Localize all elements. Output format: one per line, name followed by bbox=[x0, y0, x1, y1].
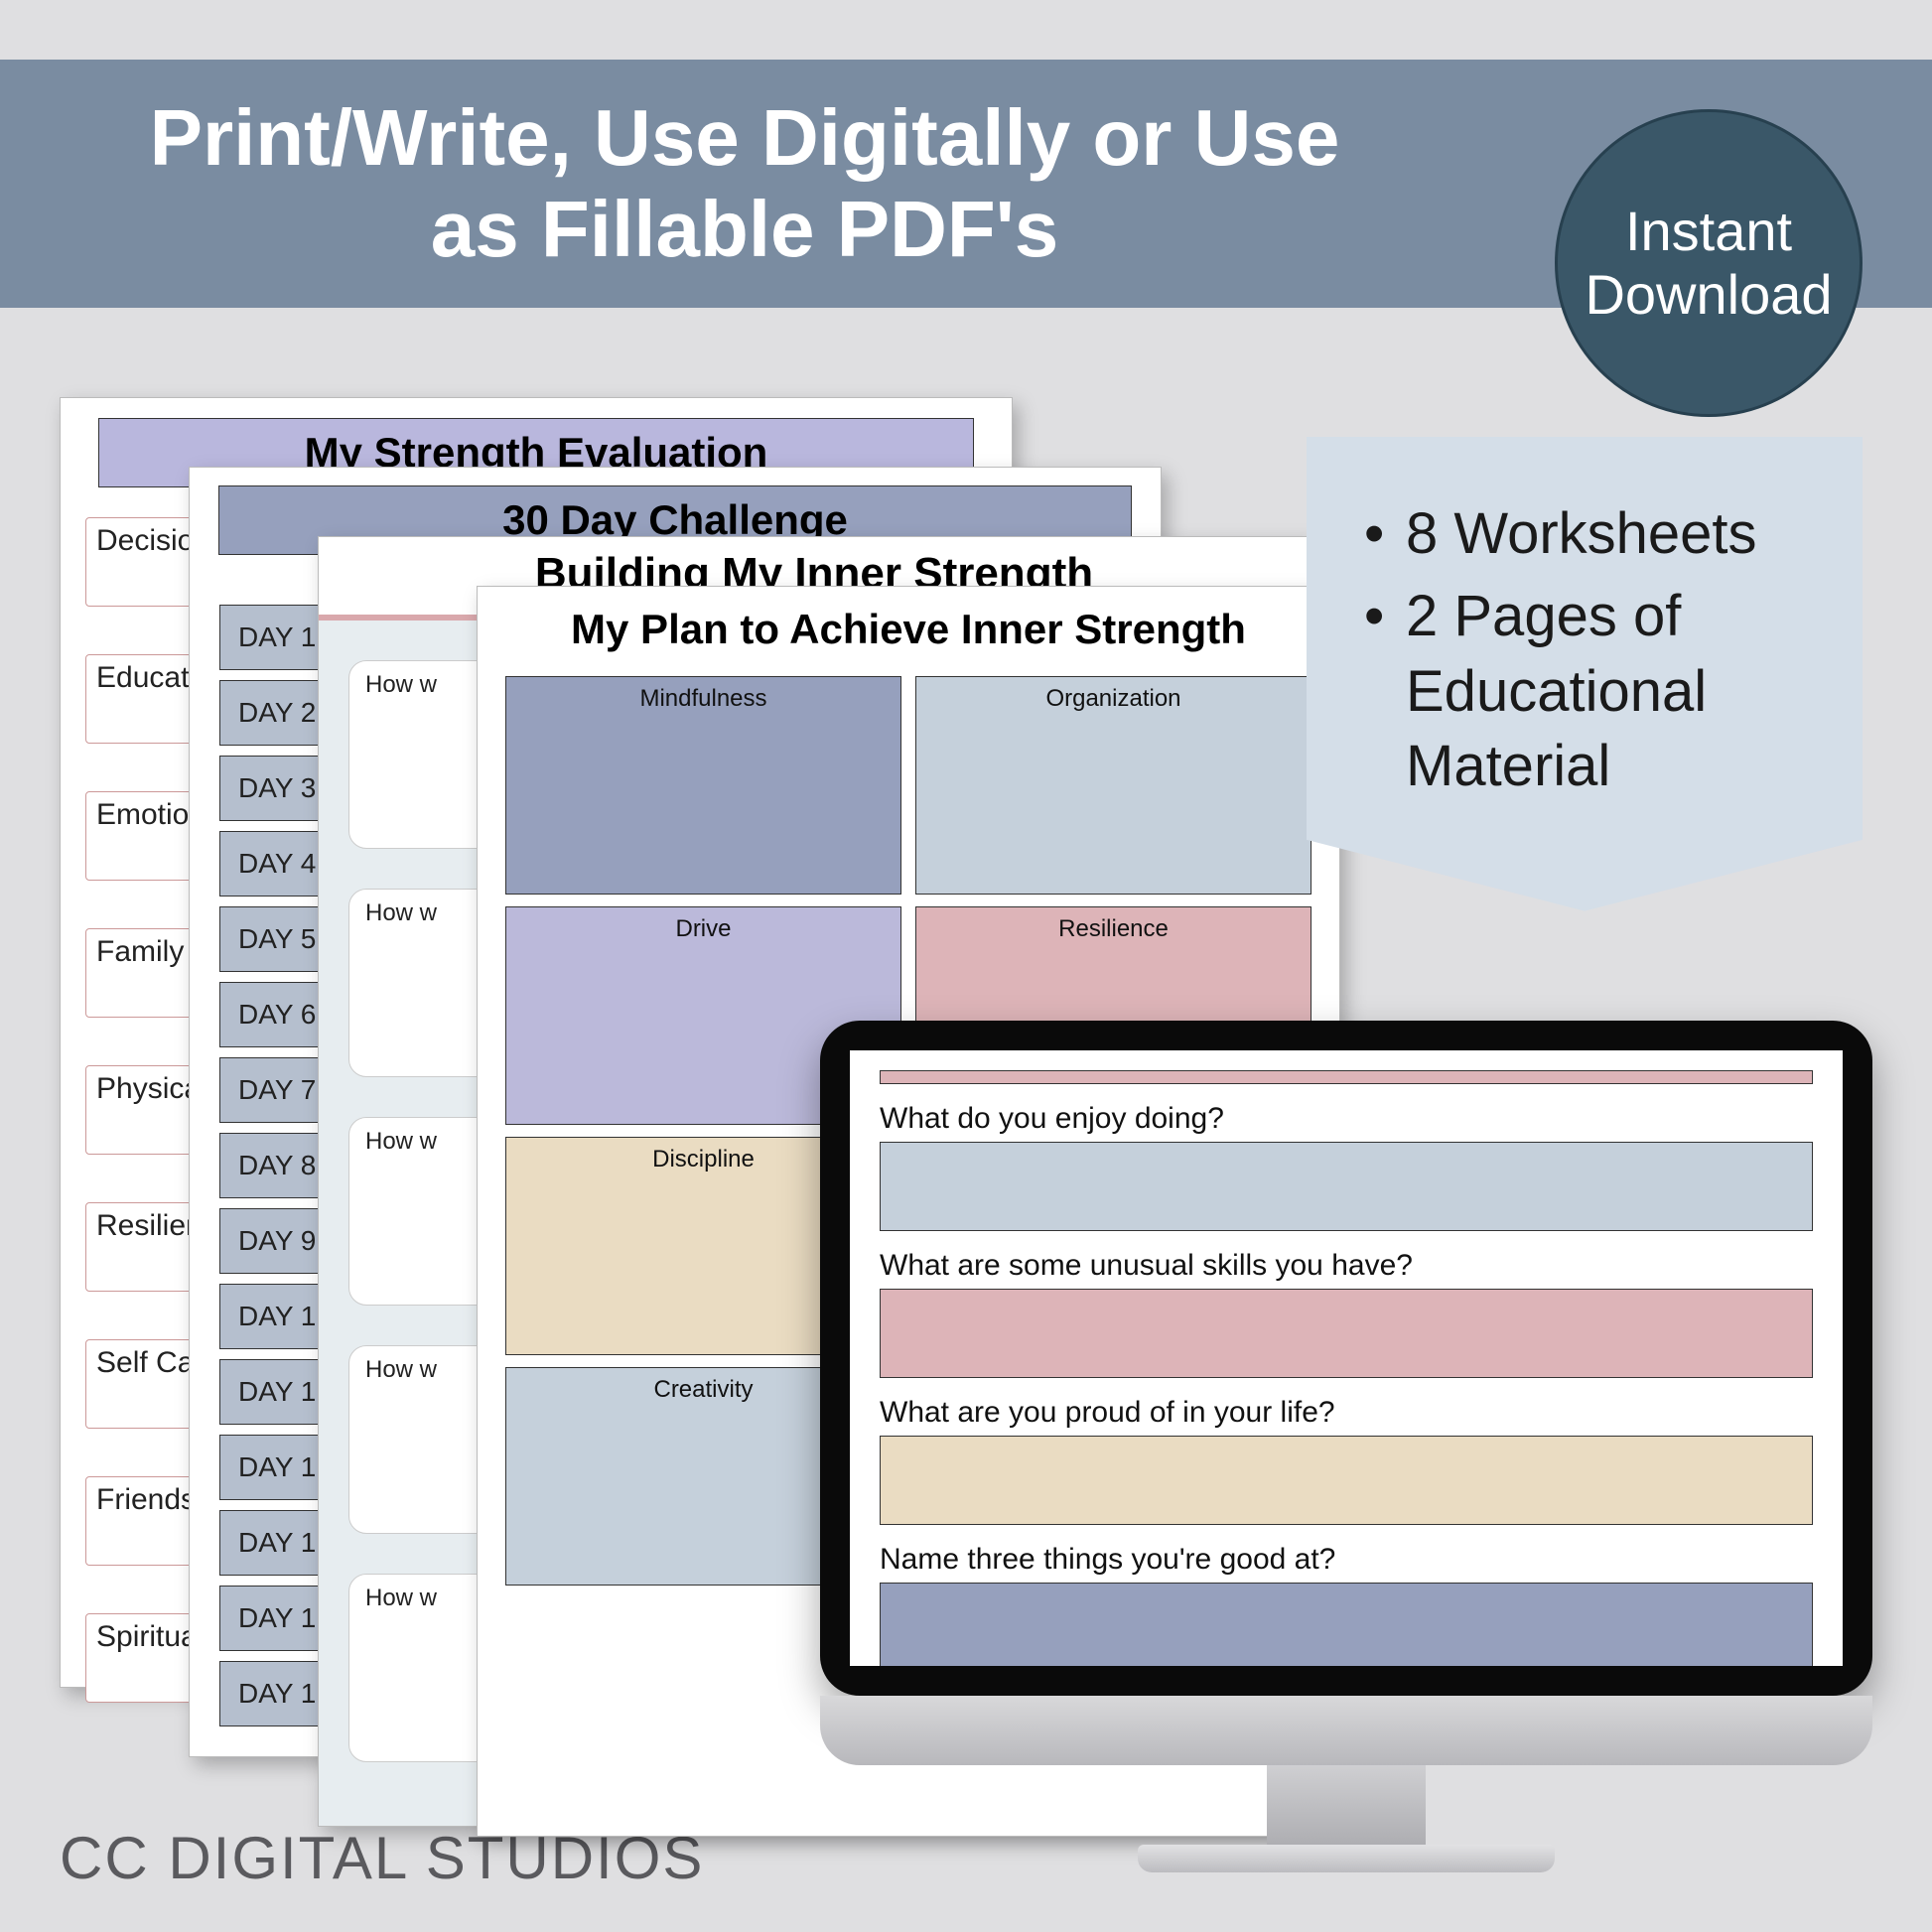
question-label: Name three things you're good at? bbox=[880, 1543, 1813, 1577]
features-callout: 8 Worksheets 2 Pages of Educational Mate… bbox=[1307, 437, 1863, 911]
plan-cell: Organization bbox=[915, 676, 1311, 895]
question-block: Name three things you're good at? bbox=[880, 1543, 1813, 1666]
badge-text: Instant Download bbox=[1558, 200, 1860, 328]
monitor-stand-neck bbox=[1267, 1765, 1426, 1845]
monitor-screen: What do you enjoy doing? What are some un… bbox=[850, 1050, 1843, 1666]
answer-box bbox=[880, 1583, 1813, 1666]
question-label: What do you enjoy doing? bbox=[880, 1102, 1813, 1136]
instant-download-badge: Instant Download bbox=[1555, 109, 1863, 417]
monitor-bezel: What do you enjoy doing? What are some un… bbox=[820, 1021, 1872, 1696]
feature-item: 8 Worksheets bbox=[1356, 496, 1823, 571]
feature-item: 2 Pages of Educational Material bbox=[1356, 579, 1823, 803]
worksheet-title: My Plan to Achieve Inner Strength bbox=[478, 587, 1339, 676]
features-list: 8 Worksheets 2 Pages of Educational Mate… bbox=[1356, 496, 1823, 804]
monitor-mockup: What do you enjoy doing? What are some un… bbox=[820, 1021, 1872, 1872]
answer-box bbox=[880, 1289, 1813, 1378]
question-block: What are some unusual skills you have? bbox=[880, 1249, 1813, 1378]
monitor-chin bbox=[820, 1696, 1872, 1765]
answer-box bbox=[880, 1142, 1813, 1231]
answer-box bbox=[880, 1436, 1813, 1525]
question-label: What are you proud of in your life? bbox=[880, 1396, 1813, 1430]
question-label: What are some unusual skills you have? bbox=[880, 1249, 1813, 1283]
banner-title: Print/Write, Use Digitally or Use as Fil… bbox=[99, 92, 1390, 275]
question-block: What do you enjoy doing? bbox=[880, 1102, 1813, 1231]
monitor-stand-base bbox=[1138, 1845, 1555, 1872]
question-block: What are you proud of in your life? bbox=[880, 1396, 1813, 1525]
screen-top-bar bbox=[880, 1070, 1813, 1084]
plan-cell: Mindfulness bbox=[505, 676, 901, 895]
